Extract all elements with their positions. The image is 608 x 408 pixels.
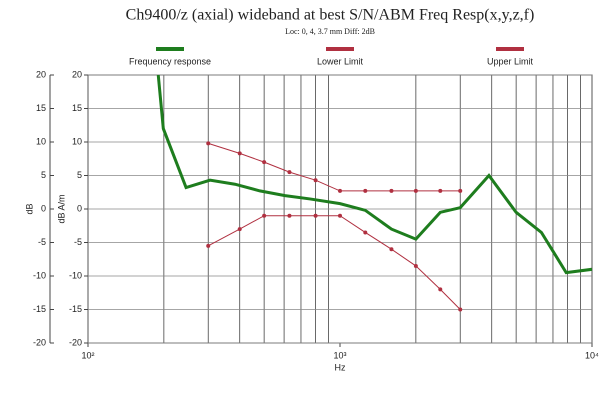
legend-label: Frequency response [129,56,211,66]
data-point [458,188,463,193]
data-point [313,213,318,218]
data-point [237,151,242,156]
series-line [156,75,592,275]
y-tick-label: 15 [36,103,46,113]
y-axis-label: dB [24,203,34,214]
y2-tick-label: 15 [72,103,82,113]
data-point [363,188,368,193]
x-axis-label: Hz [335,362,346,372]
data-point [262,213,267,218]
legend-swatch [496,47,524,51]
data-point [413,188,418,193]
y-tick-label: 5 [41,170,46,180]
data-point [338,188,342,193]
x-tick-label: 10⁴ [585,350,599,360]
data-point [206,243,211,248]
data-point [413,263,418,268]
x-tick-label: 10³ [333,350,346,360]
legend-label: Upper Limit [487,56,534,66]
y2-tick-label: 10 [72,136,82,146]
data-point [363,230,368,235]
y2-tick-label: -5 [74,237,82,247]
data-point [206,141,211,146]
x-tick-label: 10² [81,350,94,360]
y-tick-label: 0 [41,203,46,213]
y2-tick-label: 20 [72,69,82,79]
y-tick-label: -10 [33,270,46,280]
y-tick-label: -5 [38,237,46,247]
legend-swatch [156,47,184,51]
y2-tick-label: 0 [77,203,82,213]
data-point [438,287,443,292]
data-point [389,188,394,193]
chart-subtitle: Loc: 0, 4, 3.7 mm Diff: 2dB [285,27,375,36]
y-tick-label: -15 [33,304,46,314]
data-point [389,247,394,252]
y2-tick-label: -20 [69,337,82,347]
data-point [237,227,242,232]
y-tick-label: 20 [36,69,46,79]
data-point [313,178,318,183]
data-point [262,160,267,165]
y2-tick-label: -10 [69,270,82,280]
y-tick-label: 10 [36,136,46,146]
y2-axis-label: dB A/m [56,194,66,223]
chart-title: Ch9400/z (axial) wideband at best S/N/AB… [126,7,535,24]
legend-swatch [326,47,354,51]
data-point [438,188,443,193]
y2-tick-label: 5 [77,170,82,180]
data-point [458,307,463,312]
data-point [287,213,292,218]
legend-label: Lower Limit [317,56,364,66]
y2-tick-label: -15 [69,304,82,314]
data-point [338,213,342,218]
y-tick-label: -20 [33,337,46,347]
plot-layer [156,75,592,312]
data-point [287,170,292,175]
